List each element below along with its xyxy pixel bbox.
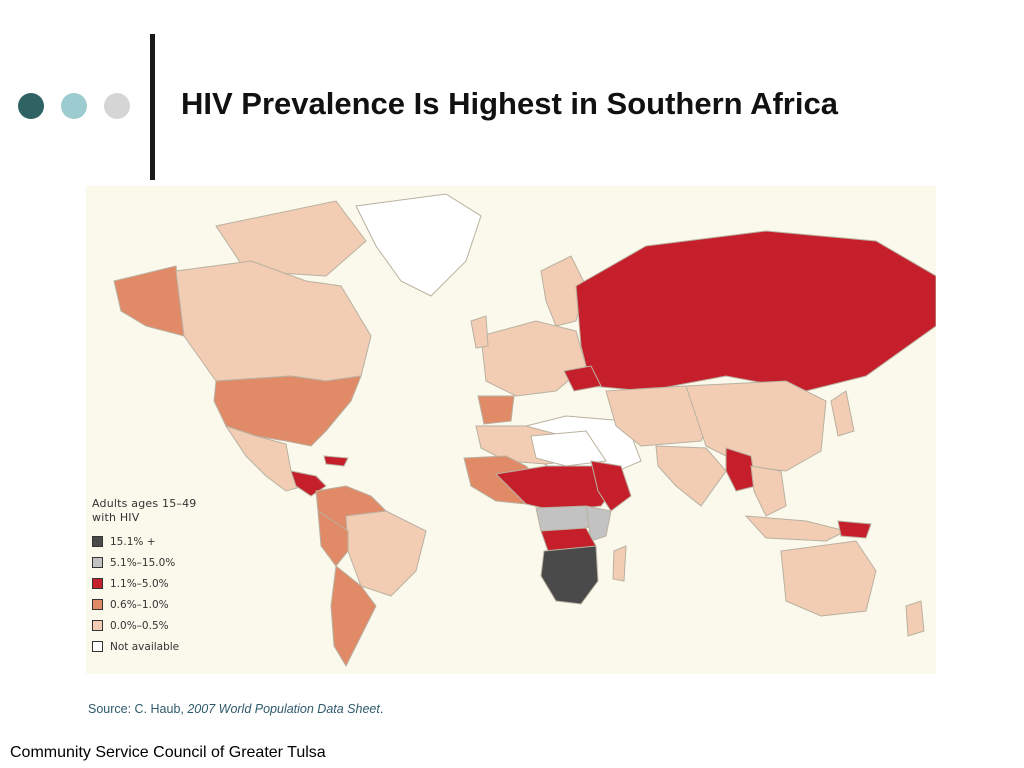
- region-horn-of-africa: [590, 460, 632, 512]
- region-australia: [780, 540, 877, 617]
- region-scandinavia: [540, 255, 587, 327]
- region-se-asia: [750, 465, 787, 517]
- legend-swatch: [92, 599, 103, 610]
- map-legend: Adults ages 15–49 with HIV 15.1% + 5.1%–…: [92, 497, 210, 657]
- region-new-zealand: [905, 600, 925, 637]
- source-publication: 2007 World Population Data Sheet: [187, 702, 380, 716]
- legend-swatch: [92, 620, 103, 631]
- region-caribbean: [323, 455, 349, 467]
- legend-label: Not available: [110, 640, 180, 653]
- source-suffix: .: [379, 702, 384, 716]
- region-madagascar: [612, 545, 627, 582]
- legend-swatch: [92, 557, 103, 568]
- region-alaska: [113, 265, 185, 337]
- bullet-dot-teal: [61, 93, 87, 119]
- legend-title: Adults ages 15–49 with HIV: [92, 497, 197, 524]
- region-ukraine: [563, 365, 602, 392]
- region-usa: [213, 375, 362, 447]
- legend-label: 0.6%–1.0%: [110, 598, 169, 611]
- region-sahara: [530, 430, 607, 467]
- region-east-africa: [585, 505, 612, 542]
- bullet-dot-dark: [18, 93, 44, 119]
- region-greenland: [355, 193, 482, 297]
- legend-swatch: [92, 641, 103, 652]
- region-japan: [830, 390, 855, 437]
- legend-item: 0.0%–0.5%: [92, 615, 210, 636]
- region-southern-africa: [540, 545, 599, 605]
- legend-label: 1.1%–5.0%: [110, 577, 169, 590]
- source-citation: Source: C. Haub, 2007 World Population D…: [88, 702, 383, 716]
- region-andes: [317, 510, 349, 567]
- legend-label: 0.0%–0.5%: [110, 619, 169, 632]
- legend-swatch: [92, 536, 103, 547]
- footer-organization: Community Service Council of Greater Tul…: [10, 744, 326, 761]
- world-map: [86, 186, 936, 674]
- region-india: [655, 445, 727, 507]
- region-iberia: [477, 395, 515, 425]
- region-papua: [837, 520, 872, 539]
- legend-swatch: [92, 578, 103, 589]
- region-myanmar-thailand: [725, 447, 757, 492]
- region-southern-cone: [330, 565, 377, 668]
- legend-item: 15.1% +: [92, 531, 210, 552]
- legend-label: 5.1%–15.0%: [110, 556, 176, 569]
- legend-item: 1.1%–5.0%: [92, 573, 210, 594]
- bullet-dot-gray: [104, 93, 130, 119]
- slide-title: HIV Prevalence Is Highest in Southern Af…: [181, 86, 838, 121]
- source-prefix: Source: C. Haub,: [88, 702, 188, 716]
- title-divider: [150, 34, 155, 180]
- region-brazil: [345, 510, 427, 597]
- region-indonesia: [744, 515, 848, 542]
- legend-item: 0.6%–1.0%: [92, 594, 210, 615]
- region-china: [685, 380, 827, 472]
- legend-label: 15.1% +: [110, 535, 156, 548]
- legend-item: 5.1%–15.0%: [92, 552, 210, 573]
- region-uk: [470, 315, 489, 349]
- legend-item: Not available: [92, 636, 210, 657]
